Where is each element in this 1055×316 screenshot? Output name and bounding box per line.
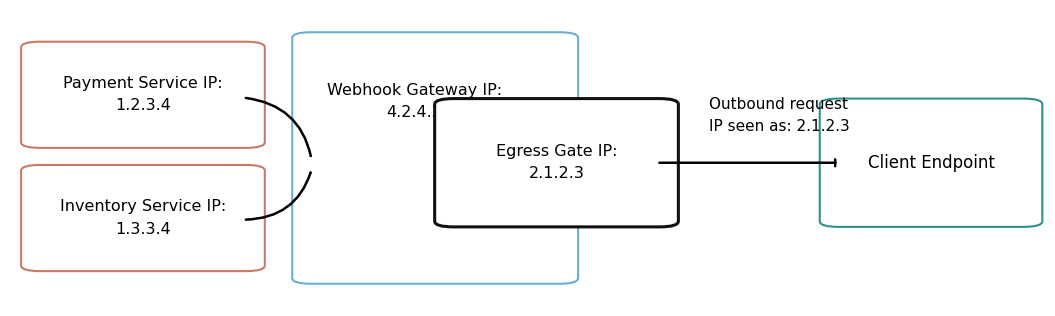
FancyBboxPatch shape bbox=[435, 99, 678, 227]
FancyBboxPatch shape bbox=[820, 99, 1042, 227]
FancyArrowPatch shape bbox=[246, 98, 311, 156]
Text: Client Endpoint: Client Endpoint bbox=[867, 154, 995, 172]
FancyBboxPatch shape bbox=[21, 42, 265, 148]
Text: Payment Service IP:
1.2.3.4: Payment Service IP: 1.2.3.4 bbox=[63, 76, 223, 113]
FancyBboxPatch shape bbox=[21, 165, 265, 271]
Text: Outbound request
IP seen as: 2.1.2.3: Outbound request IP seen as: 2.1.2.3 bbox=[709, 97, 849, 134]
FancyArrowPatch shape bbox=[246, 173, 310, 220]
FancyBboxPatch shape bbox=[292, 32, 578, 284]
Text: Webhook Gateway IP:
4.2.4.2: Webhook Gateway IP: 4.2.4.2 bbox=[327, 82, 501, 120]
Text: Egress Gate IP:
2.1.2.3: Egress Gate IP: 2.1.2.3 bbox=[496, 144, 617, 181]
Text: Inventory Service IP:
1.3.3.4: Inventory Service IP: 1.3.3.4 bbox=[60, 199, 226, 237]
